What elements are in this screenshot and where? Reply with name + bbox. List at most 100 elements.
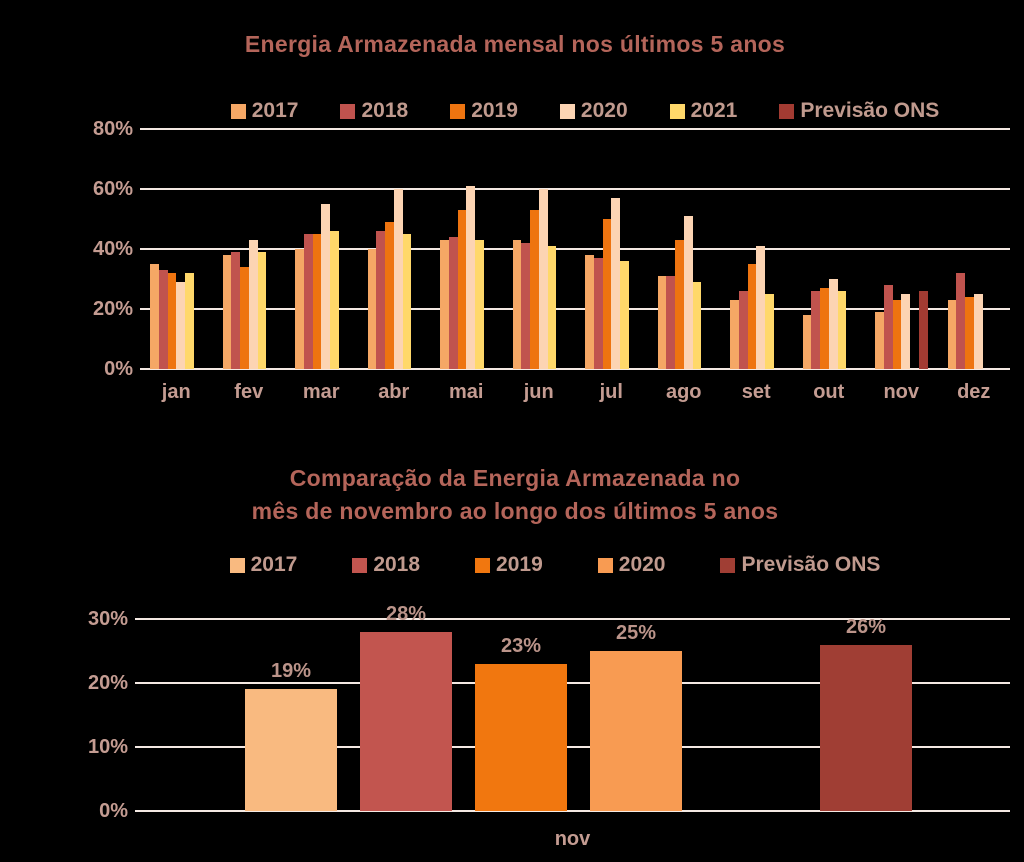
legend-swatch-2018 (340, 103, 356, 119)
bar-2019-jul (602, 219, 612, 369)
legend-item-2017: 2017 (230, 99, 298, 123)
bar-previsao-ons-nov (918, 291, 928, 369)
bar-2017-abr (367, 249, 377, 369)
gridline-20pct (135, 682, 1010, 684)
y-tick-80pct: 80% (92, 118, 133, 140)
bar-2019-nov (475, 663, 567, 811)
data-label-2017-nov: 19% (270, 660, 312, 683)
bar-2017-fev (222, 255, 232, 369)
bar-2019-mai (457, 210, 467, 369)
legend-item-2019: 2019 (475, 553, 543, 577)
y-tick-10pct: 10% (87, 736, 128, 758)
x-tick-fev: fev (234, 381, 264, 403)
legend-label-2019: 2019 (496, 553, 543, 576)
y-tick-40pct: 40% (92, 238, 133, 260)
legend-label-2020: 2020 (618, 553, 666, 576)
legend-label-2019: 2019 (471, 99, 518, 122)
bar-2018-dez (956, 273, 965, 369)
data-label-previsao-ons-nov: 26% (845, 615, 887, 638)
legend-label-2020: 2020 (580, 99, 628, 122)
legend-label-previsao-ons: Previsão ONS (800, 99, 940, 122)
legend-swatch-2019 (475, 557, 491, 573)
legend-swatch-previsao-ons (720, 557, 736, 573)
chart-monthly-plot (140, 128, 1010, 370)
bar-2018-jun (521, 243, 530, 369)
bar-2019-set (747, 264, 757, 369)
y-tick-20pct: 20% (87, 672, 128, 694)
legend-item-previsao-ons: Previsão ONS (720, 553, 880, 577)
gridline-30pct (135, 618, 1010, 620)
bar-2018-abr (376, 231, 385, 369)
x-tick-abr: abr (378, 381, 410, 403)
bar-2020-jun (538, 189, 548, 369)
bar-2020-jan (176, 282, 185, 369)
chart-november-x-tick-nov: nov (554, 828, 591, 850)
legend-label-2018: 2018 (361, 99, 409, 122)
bar-2019-ago (675, 240, 684, 369)
legend-swatch-2017 (230, 103, 246, 119)
chart-november-plot (135, 618, 1010, 812)
gridline-80pct (140, 128, 1010, 130)
legend-item-2021: 2021 (669, 99, 737, 123)
y-tick-0pct: 0% (104, 358, 133, 380)
x-tick-set: set (741, 381, 771, 403)
legend-item-2018: 2018 (352, 553, 420, 577)
bar-2020-jul (611, 198, 620, 369)
bar-2021-abr (402, 234, 412, 369)
bar-2021-jun (547, 246, 557, 369)
legend-label-previsao-ons: Previsão ONS (741, 553, 881, 576)
x-tick-nov: nov (883, 381, 920, 403)
bar-2018-fev (231, 252, 240, 369)
bar-2017-jul (585, 255, 594, 369)
bar-2019-dez (965, 297, 974, 369)
chart-monthly-title: Energia Armazenada mensal nos últimos 5 … (244, 31, 786, 58)
bar-2018-mar (303, 234, 313, 369)
x-tick-mai: mai (449, 381, 484, 403)
legend-item-2020: 2020 (559, 99, 628, 123)
bar-2018-out (811, 291, 820, 369)
bar-2017-jan (150, 264, 159, 369)
data-label-2020-nov: 25% (615, 622, 657, 644)
data-label-2019-nov: 23% (500, 634, 542, 657)
legend-label-2017: 2017 (250, 553, 298, 576)
chart-november-legend: 2017 2018 2019 2020 Previsão ONS (135, 553, 975, 577)
legend-swatch-2019 (450, 103, 466, 119)
legend-swatch-2021 (669, 103, 685, 119)
legend-item-2020: 2020 (597, 553, 666, 577)
x-tick-jan: jan (161, 381, 191, 403)
bar-2017-mar (295, 249, 304, 369)
bar-2020-nov (590, 651, 682, 811)
bar-2020-abr (393, 189, 403, 369)
y-tick-30pct: 30% (87, 608, 128, 630)
x-tick-ago: ago (665, 381, 702, 403)
x-tick-mar: mar (302, 381, 340, 403)
bar-2019-fev (240, 267, 249, 369)
bar-2020-out (828, 279, 838, 369)
bar-previsao-ons-nov (820, 644, 912, 811)
gridline-20pct (140, 308, 1010, 310)
chart-november-title-line1: Comparação da Energia Armazenada no (289, 465, 741, 492)
bar-2019-nov (892, 300, 902, 369)
bar-2021-set (765, 294, 774, 369)
chart-monthly-legend: 2017 2018 2019 2020 2021 Previsão ONS (150, 99, 1020, 123)
legend-label-2018: 2018 (373, 553, 421, 576)
bar-2018-mai (448, 237, 458, 369)
legend-swatch-previsao-ons (779, 103, 795, 119)
x-tick-jul: jul (599, 381, 623, 403)
y-tick-0pct: 0% (99, 800, 128, 822)
y-tick-60pct: 60% (92, 178, 133, 200)
bar-2018-set (738, 291, 748, 369)
bar-2021-out (837, 291, 847, 369)
bar-2020-dez (973, 294, 983, 369)
bar-2020-mai (466, 186, 475, 369)
x-tick-jun: jun (523, 381, 554, 403)
bar-2017-dez (947, 300, 957, 369)
bar-2020-mar (321, 204, 330, 369)
gridline-0pct (135, 810, 1010, 812)
gridline-0pct (140, 368, 1010, 370)
bar-2018-nov (360, 631, 452, 811)
data-label-2018-nov: 28% (385, 602, 427, 625)
bar-2017-nov (245, 689, 337, 811)
legend-item-2018: 2018 (340, 99, 408, 123)
